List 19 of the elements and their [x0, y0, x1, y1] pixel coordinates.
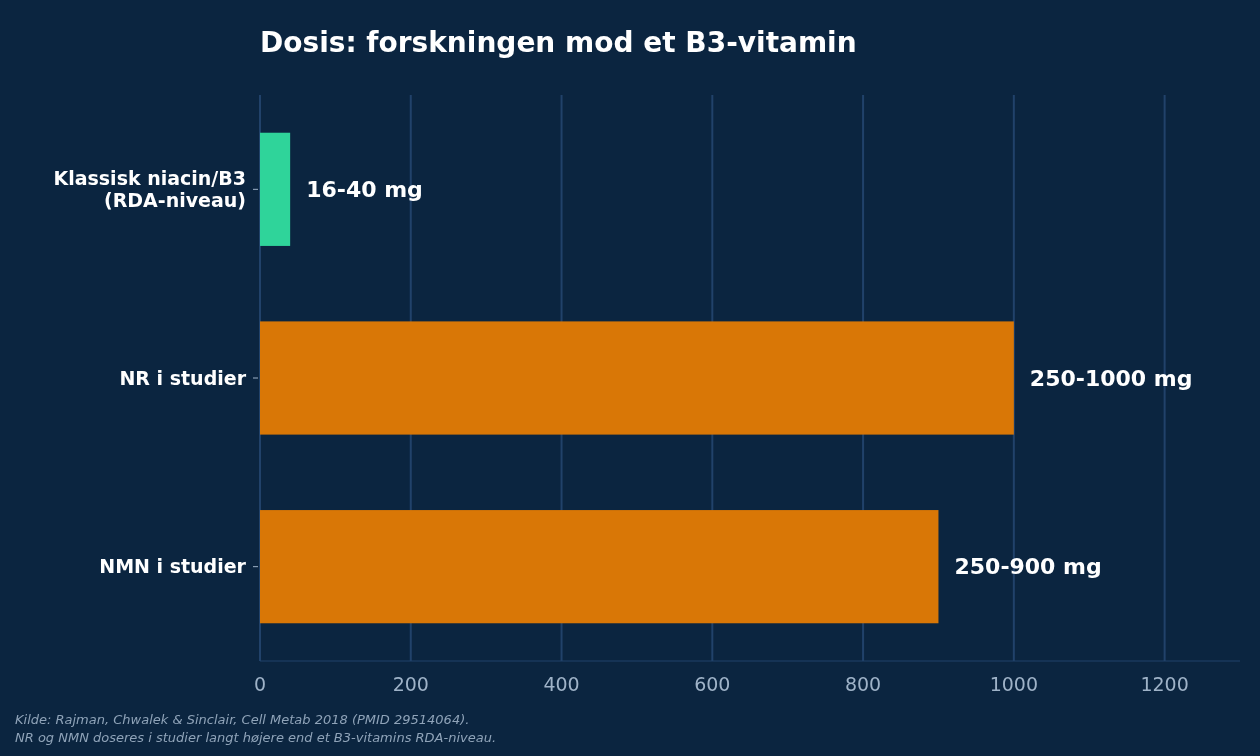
bar [260, 321, 1014, 435]
x-tick-label: 800 [844, 673, 882, 695]
bar [260, 510, 939, 624]
chart-title: Dosis: forskningen mod et B3-vitamin [260, 26, 857, 59]
y-tick-label: NR i studier [119, 366, 247, 389]
y-tick-label: NMN i studier [99, 555, 247, 578]
x-tick-label: 1200 [1140, 673, 1189, 695]
text: Kilde: Rajman, Chwalek & Sinclair, Cell Metab 2018 (PMID 29514064). [15, 712, 470, 727]
x-tick-label: 1000 [989, 673, 1039, 695]
x-tick-label: 400 [543, 673, 580, 695]
data-label: 250-1000 mg [1029, 365, 1193, 391]
text: NR og NMN doseres i studier langt højere end et B3-vitamins RDA-niveau. [15, 730, 497, 745]
y-tick-label: Klassisk niacin/B3 (RDA-niveau) [53, 166, 246, 211]
bar [260, 132, 291, 246]
data-label: 16-40 mg [306, 177, 423, 203]
x-tick-label: 600 [694, 673, 731, 695]
x-tick-label: 200 [392, 673, 429, 695]
data-label: 250-900 mg [954, 554, 1102, 580]
x-tick-label: 0 [253, 673, 267, 695]
